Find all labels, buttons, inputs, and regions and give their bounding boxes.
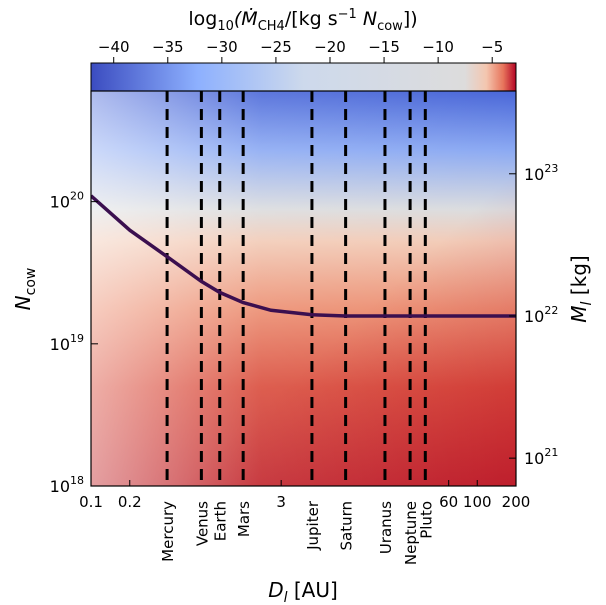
y-left-label: Ncow	[11, 268, 39, 311]
x-tick-label: 200	[502, 493, 531, 511]
x-tick-label: 0.1	[79, 493, 103, 511]
x-label-main: D	[268, 578, 283, 602]
colorbar-tick-label: −10	[422, 38, 454, 56]
x-axis-label: Dl [AU]	[268, 578, 338, 605]
x-tick-label: 100	[463, 493, 492, 511]
planet-label-jupiter: Jupiter	[304, 500, 322, 551]
yr-label-main: M	[567, 305, 591, 322]
x-axis-ticks: 0.1 0.2 3 60 100 200	[79, 480, 530, 511]
colorbar: −40 −35 −30 −25 −20 −15 −10 −5 log10(ṀCH4/[kg s…	[90, 7, 517, 92]
yr-label-sub: l	[579, 301, 595, 305]
heatmap-plot	[91, 91, 516, 486]
cb-label-n: N	[357, 8, 377, 30]
cb-label-exp: −1	[338, 7, 357, 22]
colorbar-tick-label: −35	[152, 38, 184, 56]
y-left-tick-label: 1018	[50, 474, 84, 496]
colorbar-ticks: −40 −35 −30 −25 −20 −15 −10 −5	[98, 38, 503, 63]
cb-label-prefix: log	[188, 8, 217, 30]
cb-label-mid: /[kg s	[285, 8, 338, 30]
planet-label-venus: Venus	[193, 501, 211, 546]
cb-label-sub: 10	[217, 19, 234, 34]
colorbar-tick-label: −15	[368, 38, 400, 56]
planet-label-saturn: Saturn	[338, 501, 356, 551]
y-right-tick-label: 1023	[524, 162, 558, 184]
planet-label-pluto: Pluto	[417, 501, 435, 539]
y-right-label: Ml [kg]	[567, 255, 595, 322]
x-tick-label: 3	[276, 493, 286, 511]
colorbar-tick-label: −25	[260, 38, 292, 56]
planet-label-earth: Earth	[212, 501, 230, 541]
y-left-tick-label: 1020	[50, 190, 84, 212]
colorbar-tick-label: −30	[206, 38, 238, 56]
y-right-tick-label: 1022	[524, 304, 558, 326]
planet-lines	[165, 91, 427, 486]
colorbar-bar	[90, 62, 517, 92]
cb-label-cow: cow	[377, 19, 403, 34]
y-right-ticks: 1021 1022 1023	[509, 162, 558, 468]
x-tick-label: 0.2	[118, 493, 142, 511]
heatmap-corner	[91, 91, 516, 486]
y-right-tick-label: 1021	[524, 446, 558, 468]
x-label-unit: [AU]	[288, 578, 338, 602]
y-left-ticks: 1018 1019 1020	[50, 190, 98, 496]
planet-label-mercury: Mercury	[159, 501, 177, 562]
cb-label-ch4: CH4	[258, 19, 285, 34]
y-left-tick-label: 1019	[50, 332, 84, 354]
cb-label-end: ])	[403, 8, 418, 30]
planet-label-neptune: Neptune	[402, 501, 420, 565]
x-label-sub: l	[284, 590, 288, 605]
planet-label-uranus: Uranus	[377, 501, 395, 554]
colorbar-tick-label: −20	[314, 38, 346, 56]
x-tick-label: 60	[439, 493, 458, 511]
yl-label-sub: cow	[23, 268, 39, 296]
colorbar-tick-label: −40	[98, 38, 130, 56]
boundary-line	[91, 194, 516, 318]
yr-label-unit: [kg]	[567, 255, 591, 301]
planet-labels: Mercury Venus Earth Mars Jupiter Saturn Uranus…	[159, 500, 435, 565]
colorbar-label: log10(ṀCH4/[kg s−1 Ncow])	[188, 7, 417, 34]
colorbar-tick-label: −5	[481, 38, 503, 56]
planet-label-mars: Mars	[235, 501, 253, 537]
plot-frame	[90, 90, 517, 487]
yl-label-main: N	[11, 295, 35, 310]
cb-label-rest: (Ṁ	[234, 7, 258, 30]
